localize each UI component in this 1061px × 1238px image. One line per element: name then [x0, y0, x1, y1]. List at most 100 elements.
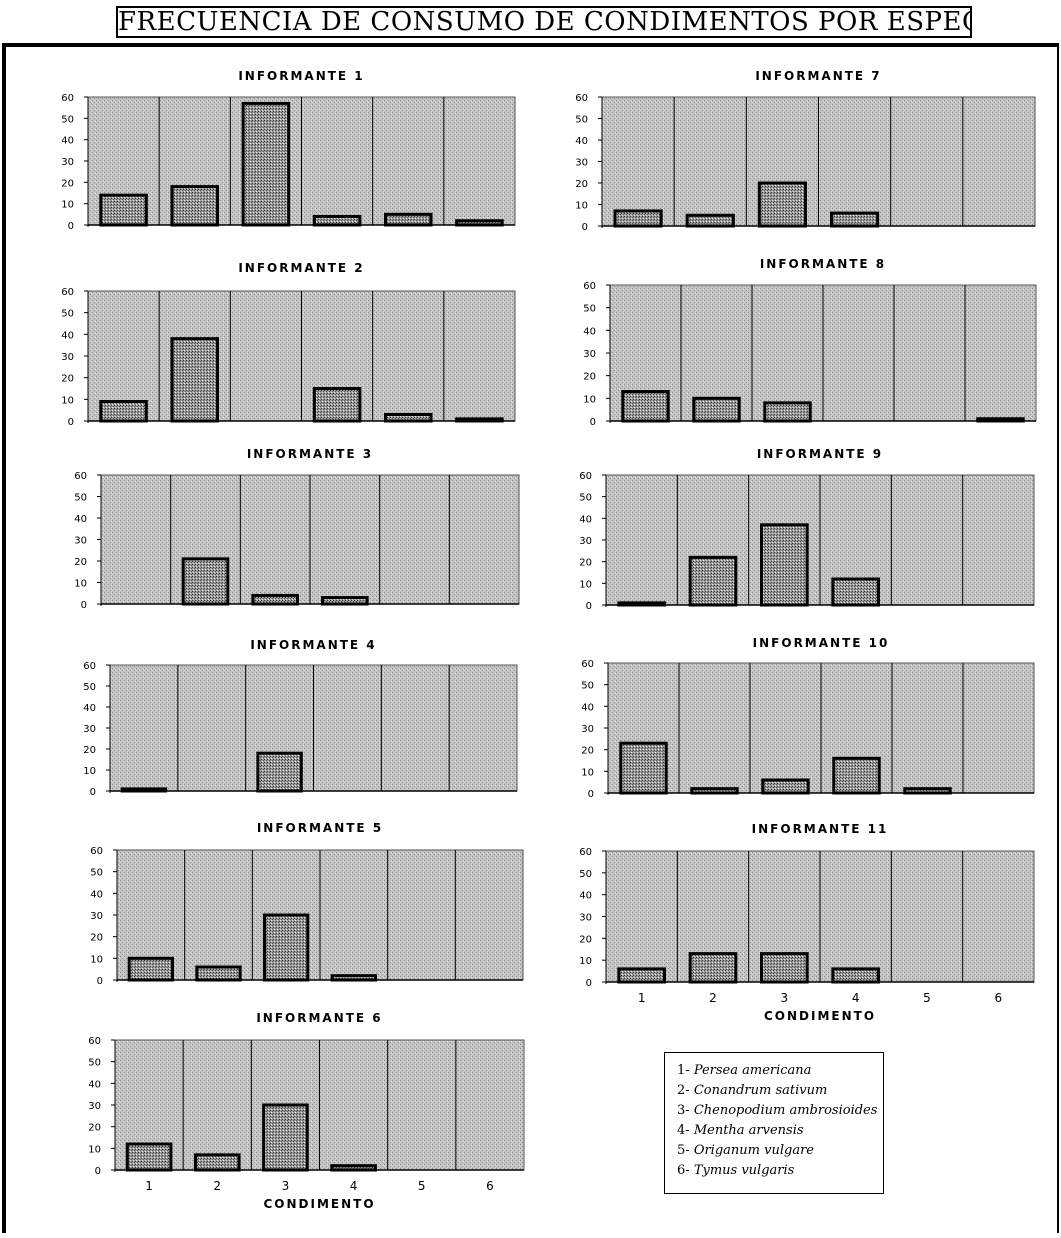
x-tick-label: 6: [995, 991, 1003, 1005]
chart-title: INFORMANTE 1: [238, 69, 364, 83]
bar: [617, 967, 666, 984]
bar: [330, 1164, 377, 1172]
y-tick-label: 0: [68, 221, 74, 232]
legend: 1- Persea americana 2- Conandrum sativum…: [664, 1052, 884, 1194]
y-tick-label: 10: [74, 579, 87, 590]
bar: [976, 417, 1025, 423]
legend-item: 4- Mentha arvensis: [677, 1121, 873, 1141]
y-tick-label: 30: [61, 352, 74, 363]
bar: [99, 400, 148, 423]
y-tick-label: 0: [95, 1166, 101, 1177]
x-tick-label: 2: [213, 1179, 221, 1193]
y-tick-label: 60: [61, 287, 74, 298]
y-tick-label: 50: [90, 868, 103, 879]
bar: [831, 577, 880, 607]
y-tick-label: 10: [61, 395, 74, 406]
bar: [619, 741, 668, 795]
legend-species: Tymus vulgaris: [693, 1163, 795, 1178]
x-tick-label: 1: [638, 991, 646, 1005]
y-tick-label: 50: [581, 681, 594, 692]
legend-item: 5- Origanum vulgare: [677, 1141, 873, 1161]
chart-informante: INFORMANTE 5 0 10 20 30 40 50 60: [90, 821, 524, 987]
y-tick-label: 50: [575, 115, 588, 126]
y-tick-label: 60: [74, 471, 87, 482]
bar: [193, 1153, 241, 1172]
x-tick-label: 1: [145, 1179, 153, 1193]
bar: [829, 211, 880, 228]
y-tick-label: 30: [90, 911, 103, 922]
y-tick-label: 40: [61, 136, 74, 147]
bar: [831, 967, 880, 984]
chart-informante: INFORMANTE 8 0 10 20 30 40 50 60: [583, 257, 1037, 428]
legend-number: 6-: [677, 1163, 690, 1178]
y-tick-label: 30: [83, 724, 96, 735]
y-tick-label: 10: [581, 767, 594, 778]
chart-title: INFORMANTE 8: [760, 257, 886, 271]
x-tick-label: 4: [852, 991, 860, 1005]
y-tick-label: 50: [579, 869, 592, 880]
bar: [685, 213, 735, 228]
legend-species: Mentha arvensis: [693, 1123, 804, 1138]
bar: [832, 756, 881, 795]
bar: [383, 212, 433, 227]
x-tick-label: 2: [709, 991, 717, 1005]
y-tick-label: 60: [579, 847, 592, 858]
legend-item: 2- Conandrum sativum: [677, 1081, 873, 1101]
y-tick-label: 40: [575, 136, 588, 147]
y-tick-label: 20: [583, 372, 596, 383]
y-tick-label: 50: [61, 309, 74, 320]
bar: [330, 974, 377, 982]
chart-title: INFORMANTE 7: [755, 69, 881, 83]
y-tick-label: 40: [74, 514, 87, 525]
y-tick-label: 50: [74, 493, 87, 504]
y-tick-label: 40: [583, 326, 596, 337]
chart-informante: INFORMANTE 6 0 10 20 30 40 50 60 1 2 3 4 5 6 CONDIMENT…: [88, 1011, 525, 1211]
bar: [621, 390, 670, 423]
legend-item: 1- Persea americana: [677, 1061, 873, 1081]
y-tick-label: 20: [88, 1123, 101, 1134]
y-tick-label: 20: [90, 933, 103, 944]
bar: [181, 557, 230, 606]
legend-species: Chenopodium ambrosioides: [693, 1103, 878, 1118]
bar: [99, 193, 148, 227]
page-title: FRECUENCIA DE CONSUMO DE CONDIMENTOS POR…: [116, 6, 972, 38]
chart-panel-frame: [2, 43, 1059, 1233]
x-tick-label: 6: [486, 1179, 494, 1193]
legend-species: Conandrum sativum: [693, 1083, 828, 1098]
bar: [321, 596, 369, 606]
y-tick-label: 0: [582, 222, 588, 233]
bar: [455, 417, 504, 423]
bar: [127, 956, 174, 982]
chart-informante: INFORMANTE 1 0 10 20 30 40 50 60: [61, 69, 516, 232]
bar: [688, 952, 738, 984]
bar: [617, 601, 666, 607]
bar: [383, 413, 433, 423]
bar: [241, 101, 291, 227]
y-tick-label: 20: [575, 179, 588, 190]
x-tick-label: 5: [418, 1179, 426, 1193]
bar: [262, 1103, 309, 1172]
chart-informante: INFORMANTE 9 0 10 20 30 40 50 60: [579, 447, 1035, 612]
y-tick-label: 20: [74, 557, 87, 568]
x-tick-label: 4: [350, 1179, 358, 1193]
y-tick-label: 40: [579, 514, 592, 525]
y-tick-label: 10: [575, 201, 588, 212]
y-tick-label: 30: [74, 536, 87, 547]
y-tick-label: 0: [588, 789, 594, 800]
chart-title: INFORMANTE 6: [256, 1011, 382, 1025]
y-tick-label: 20: [581, 746, 594, 757]
y-tick-label: 50: [88, 1058, 101, 1069]
chart-title: INFORMANTE 3: [247, 447, 373, 461]
y-tick-label: 30: [61, 157, 74, 168]
bar: [455, 219, 504, 227]
legend-item: 3- Chenopodium ambrosioides: [677, 1101, 877, 1121]
bar: [256, 751, 303, 793]
y-tick-label: 40: [90, 889, 103, 900]
y-tick-label: 30: [579, 536, 592, 547]
bar: [251, 593, 299, 606]
bar: [761, 778, 810, 795]
y-tick-label: 20: [61, 374, 74, 385]
y-tick-label: 0: [68, 417, 74, 428]
bar: [263, 913, 310, 982]
y-tick-label: 0: [97, 976, 103, 987]
